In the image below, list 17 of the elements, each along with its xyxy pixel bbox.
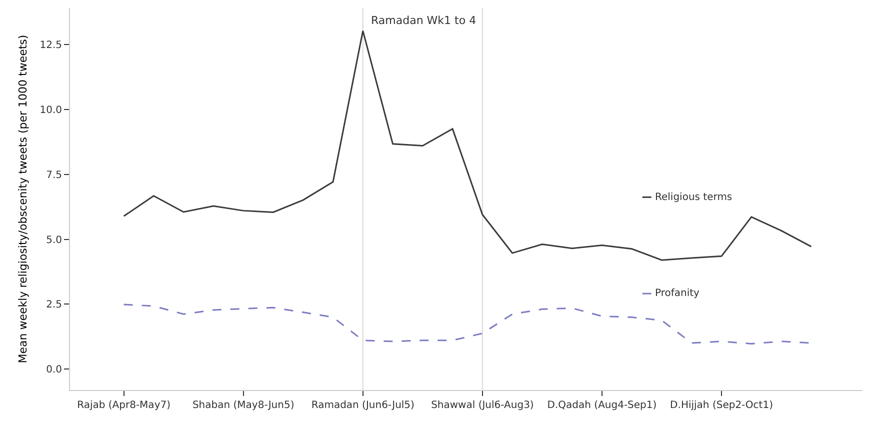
x-tick-label: Shaban (May8-Jun5) [192,400,294,411]
x-tick-label: D.Hijjah (Sep2-Oct1) [670,400,774,411]
x-tick-label: Ramadan (Jun6-Jul5) [311,400,415,411]
line-series [123,30,812,261]
x-tick-label: Rajab (Apr8-May7) [77,400,171,411]
y-tick-label: 2.5 [46,300,62,311]
x-tick-label: D.Qadah (Aug4-Sep1) [547,400,657,411]
legend-label: Religious terms [655,192,732,203]
legend-label: Profanity [655,288,700,299]
y-axis-title: Mean weekly religiosity/obscenity tweets (per 1000 tweets) [16,34,30,364]
y-tick-label: 12.5 [40,40,62,51]
ref-line-label: Ramadan Wk1 to 4 [371,14,476,27]
y-tick-label: 5.0 [46,234,62,246]
x-tick-label: Shawwal (Jul6-Aug3) [431,400,534,411]
y-tick-label: 10.0 [40,104,62,116]
y-tick-label: 0.0 [46,364,62,376]
y-tick-label: 7.5 [46,170,62,181]
